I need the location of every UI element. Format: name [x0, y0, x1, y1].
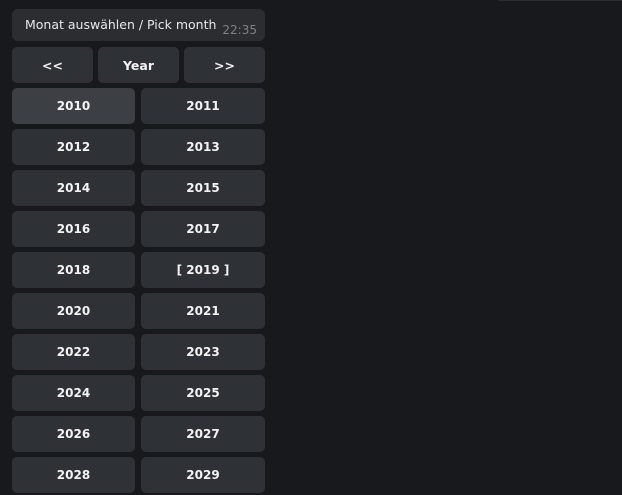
year-button[interactable]: 2013 [141, 129, 265, 165]
year-button[interactable]: 2027 [141, 416, 265, 452]
year-button[interactable]: 2020 [12, 293, 135, 329]
year-button[interactable]: 2022 [12, 334, 135, 370]
year-button[interactable]: 2024 [12, 375, 135, 411]
year-button[interactable]: 2025 [141, 375, 265, 411]
message-bubble: Monat auswählen / Pick month 22:35 [12, 9, 265, 41]
year-button[interactable]: 2016 [12, 211, 135, 247]
year-button[interactable]: 2029 [141, 457, 265, 493]
year-button[interactable]: 2023 [141, 334, 265, 370]
message-time: 22:35 [222, 23, 257, 37]
year-title-button[interactable]: Year [98, 47, 179, 83]
message-text: Monat auswählen / Pick month [25, 17, 217, 32]
year-button[interactable]: 2028 [12, 457, 135, 493]
year-button[interactable]: 2015 [141, 170, 265, 206]
year-button[interactable]: 2026 [12, 416, 135, 452]
year-button[interactable]: [ 2019 ] [141, 252, 265, 288]
divider [498, 0, 622, 1]
year-button[interactable]: 2017 [141, 211, 265, 247]
prev-button[interactable]: << [12, 47, 93, 83]
year-button[interactable]: 2014 [12, 170, 135, 206]
next-button[interactable]: >> [184, 47, 265, 83]
year-button[interactable]: 2010 [12, 88, 135, 124]
year-button[interactable]: 2012 [12, 129, 135, 165]
year-button[interactable]: 2018 [12, 252, 135, 288]
year-button[interactable]: 2021 [141, 293, 265, 329]
year-button[interactable]: 2011 [141, 88, 265, 124]
